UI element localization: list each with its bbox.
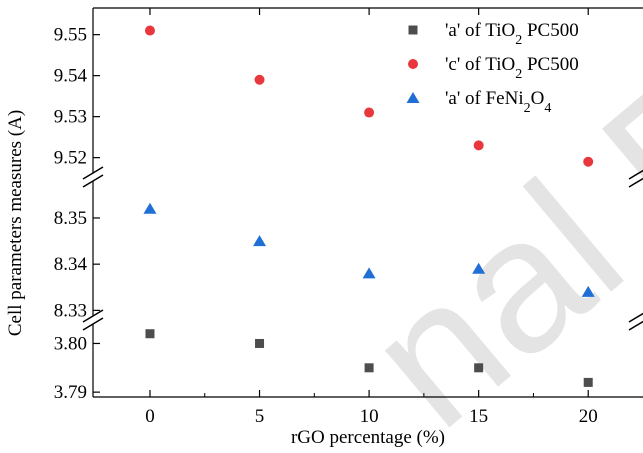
data-point-circle — [254, 74, 265, 85]
axis-break-mark — [628, 320, 643, 331]
axis-break-mark — [82, 317, 104, 331]
x-tick-label: 20 — [579, 406, 598, 427]
legend-item: 'a' of FeNi2O4 — [406, 88, 551, 116]
data-point-circle — [473, 140, 484, 151]
axes: 0 5 10 15 20 3.79 3.80 8.33 8.34 8.35 9.52 9.53 9.54… — [54, 7, 643, 427]
legend-item: 'a' of TiO2 PC500 — [408, 20, 579, 48]
data-point-triangle — [472, 262, 486, 274]
x-tick-label: 0 — [145, 406, 155, 427]
data-point-triangle — [143, 202, 157, 214]
y-axis-title: Cell parameters measures (A) — [5, 110, 26, 336]
data-point-square — [583, 377, 593, 387]
data-point-square — [255, 338, 265, 348]
data-point-circle — [364, 107, 375, 118]
legend-label: 'a' of TiO2 PC500 — [445, 20, 579, 48]
x-tick-label: 15 — [469, 406, 488, 427]
series-triangle — [143, 202, 595, 297]
axis-break-mark — [628, 177, 643, 188]
series-square — [145, 329, 593, 387]
y-tick-label: 9.55 — [54, 25, 87, 46]
y-tick-label: 8.33 — [54, 300, 87, 321]
data-point-circle — [583, 156, 594, 167]
legend-circle-icon — [408, 59, 418, 69]
data-point-square — [364, 363, 374, 373]
x-tick-label: 5 — [255, 406, 265, 427]
legend-label: 'c' of TiO2 PC500 — [445, 54, 579, 82]
axis-break-mark — [82, 166, 104, 180]
y-tick-label: 8.35 — [54, 208, 87, 229]
axis-break-mark — [628, 169, 643, 180]
axis-break-mark — [82, 174, 104, 188]
y-tick-label: 3.80 — [54, 333, 87, 354]
data-point-square — [474, 363, 484, 373]
data-marks — [143, 25, 595, 387]
legend-item: 'c' of TiO2 PC500 — [408, 54, 579, 82]
y-tick-label: 8.34 — [54, 254, 88, 275]
data-point-square — [145, 329, 155, 339]
y-tick-label: 9.52 — [54, 148, 87, 169]
legend: 'a' of TiO2 PC500 'c' of TiO2 PC500 'a' of… — [406, 20, 579, 116]
x-axis-title: rGO percentage (%) — [291, 427, 445, 448]
legend-square-icon — [408, 25, 418, 35]
y-tick-label: 3.79 — [54, 382, 87, 403]
y-tick-label: 9.54 — [54, 66, 88, 87]
axis-break-mark — [628, 312, 643, 323]
data-point-triangle — [253, 235, 267, 247]
x-tick-label: 10 — [360, 406, 379, 427]
series-circle — [144, 25, 594, 167]
data-point-triangle — [581, 285, 595, 297]
legend-label: 'a' of FeNi2O4 — [445, 88, 551, 116]
y-tick-label: 9.53 — [54, 107, 87, 128]
data-point-triangle — [362, 267, 376, 279]
axis-break-mark — [82, 309, 104, 323]
legend-triangle-icon — [406, 92, 420, 103]
data-point-circle — [144, 25, 155, 36]
